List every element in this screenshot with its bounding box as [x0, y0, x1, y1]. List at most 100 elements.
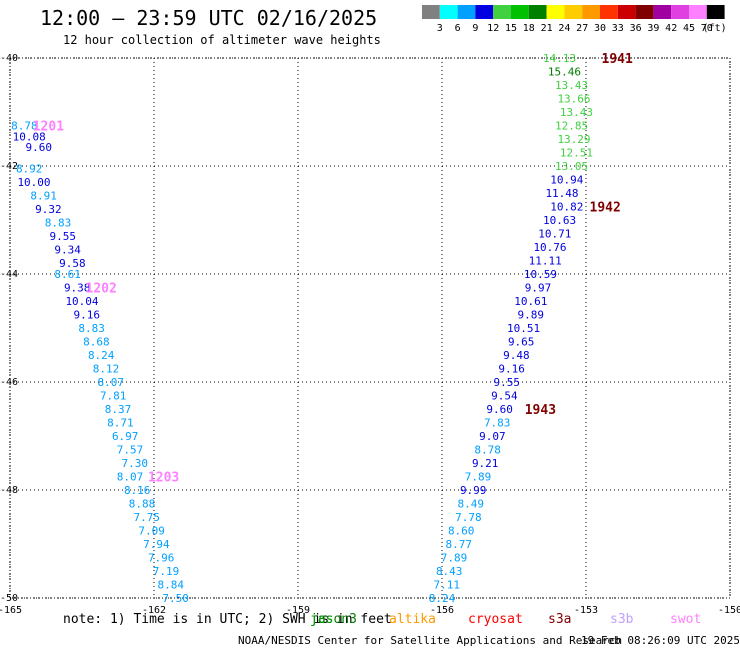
- wave-height-label: 9.16: [74, 309, 101, 322]
- wave-height-label: 8.07: [117, 471, 144, 484]
- legend-label: 21: [541, 23, 553, 34]
- wave-height-label: 7.89: [441, 552, 468, 565]
- legend-label: 6: [455, 23, 461, 34]
- legend-swatch: [493, 5, 511, 19]
- legend-swatch: [600, 5, 618, 19]
- wave-height-label: 7.94: [143, 538, 170, 551]
- wave-height-label: 7.96: [148, 552, 175, 565]
- wave-height-label: 10.63: [543, 214, 576, 227]
- wave-height-label: 9.54: [491, 390, 518, 403]
- wave-height-label: 8.83: [45, 217, 72, 230]
- wave-height-label: 14.13: [543, 52, 576, 65]
- pass-time-label: 1941: [602, 52, 633, 67]
- legend-swatch: [635, 5, 654, 19]
- legend-swatch: [457, 5, 476, 19]
- wave-height-label: 9.65: [508, 336, 535, 349]
- mission-label-altika: altika: [389, 612, 436, 627]
- wave-height-label: 11.11: [529, 255, 562, 268]
- wave-height-label: 10.08: [13, 130, 46, 143]
- wave-height-label: 8.24: [88, 349, 115, 362]
- wave-height-label: 10.00: [17, 176, 50, 189]
- mission-label-jason-cs: jcs: [310, 612, 334, 627]
- wave-height-label: 12.85: [555, 120, 588, 133]
- legend-swatch: [511, 5, 529, 19]
- legend-swatch: [546, 5, 565, 19]
- wave-height-label: 9.97: [525, 282, 552, 295]
- wave-height-label: 8.49: [458, 498, 485, 511]
- legend-label: 42: [665, 23, 677, 34]
- wave-height-label: 8.43: [436, 565, 463, 578]
- legend-label: 36: [630, 23, 642, 34]
- wave-height-label: 9.60: [26, 141, 53, 154]
- wave-height-label: 7.30: [122, 457, 149, 470]
- mission-label-swot: swot: [670, 612, 702, 627]
- wave-height-label: 8.68: [83, 336, 110, 349]
- wave-height-label: 9.07: [479, 430, 506, 443]
- mission-label-cryosat: cryosat: [468, 612, 523, 627]
- mission-label-s3b: s3b: [610, 612, 634, 627]
- wave-height-label: 12.51: [560, 147, 593, 160]
- legend-label: 30: [594, 23, 606, 34]
- color-scale-legend: [422, 5, 725, 19]
- latitude-tick-label: -48: [0, 485, 18, 496]
- latitude-tick-label: -44: [0, 269, 18, 280]
- legend-unit: (ft): [703, 23, 727, 34]
- legend-label: 3: [437, 23, 443, 34]
- generated-timestamp: 19 Feb 08:26:09 UTC 2025: [581, 634, 740, 647]
- legend-label: 15: [505, 23, 517, 34]
- wave-height-label: 13.05: [555, 160, 588, 173]
- wave-height-label: 8.88: [129, 498, 156, 511]
- legend-swatch: [582, 5, 600, 19]
- wave-height-label: 10.71: [538, 228, 571, 241]
- legend-label: 70: [701, 23, 713, 34]
- wave-height-label: 6.97: [112, 430, 139, 443]
- wave-height-label: 7.50: [162, 592, 189, 605]
- wave-height-label: 8.61: [54, 268, 81, 281]
- wave-height-label: 7.81: [100, 390, 127, 403]
- mission-label-s3a: s3a: [548, 612, 572, 627]
- legend-swatch: [422, 5, 440, 19]
- wave-height-label: 9.16: [498, 363, 525, 376]
- wave-height-label: 13.43: [555, 79, 588, 92]
- latitude-tick-label: -50: [0, 593, 18, 604]
- mission-label-jason3: jason3: [310, 612, 357, 627]
- wave-height-label: 8.71: [107, 417, 134, 430]
- wave-height-label: 13.66: [557, 93, 590, 106]
- latitude-tick-label: -46: [0, 377, 18, 388]
- wave-height-label: 8.77: [446, 538, 473, 551]
- legend-swatch: [671, 5, 689, 19]
- wave-height-label: 10.82: [550, 201, 583, 214]
- legend-label: 18: [523, 23, 535, 34]
- wave-height-label: 7.75: [134, 511, 161, 524]
- wave-height-label: 11.48: [545, 187, 578, 200]
- lat-lon-grid: [9, 57, 731, 599]
- wave-height-label: 7.09: [138, 525, 165, 538]
- wave-height-label: 8.37: [105, 403, 132, 416]
- wave-height-readings: 8.7810.089.608.9210.008.919.328.839.559.…: [11, 52, 593, 605]
- wave-height-label: 10.94: [550, 174, 583, 187]
- longitude-tick-label: -150: [718, 605, 740, 616]
- pass-time-label: 1201: [33, 120, 64, 135]
- wave-height-label: 8.83: [78, 322, 105, 335]
- wave-height-label: 13.29: [557, 133, 590, 146]
- legend-swatch: [689, 5, 707, 19]
- wave-height-label: 8.84: [158, 579, 185, 592]
- wave-height-label: 10.51: [507, 322, 540, 335]
- wave-height-label: 8.24: [429, 592, 456, 605]
- wave-height-label: 9.34: [54, 244, 81, 257]
- wave-height-label: 10.61: [514, 295, 547, 308]
- wave-height-label: 9.21: [472, 457, 499, 470]
- wave-height-label: 9.58: [59, 257, 86, 270]
- wave-height-label: 8.60: [448, 525, 475, 538]
- map-frame: [9, 57, 731, 599]
- wave-height-label: 8.16: [124, 484, 151, 497]
- legend-swatch: [706, 5, 725, 19]
- wave-height-label: 8.07: [98, 376, 125, 389]
- wave-height-label: 10.59: [524, 268, 557, 281]
- legend-label: 24: [558, 23, 570, 34]
- legend-swatch: [528, 5, 547, 19]
- legend-label: 45: [683, 23, 695, 34]
- legend-label: 33: [612, 23, 624, 34]
- pass-time-label: 1942: [590, 201, 621, 216]
